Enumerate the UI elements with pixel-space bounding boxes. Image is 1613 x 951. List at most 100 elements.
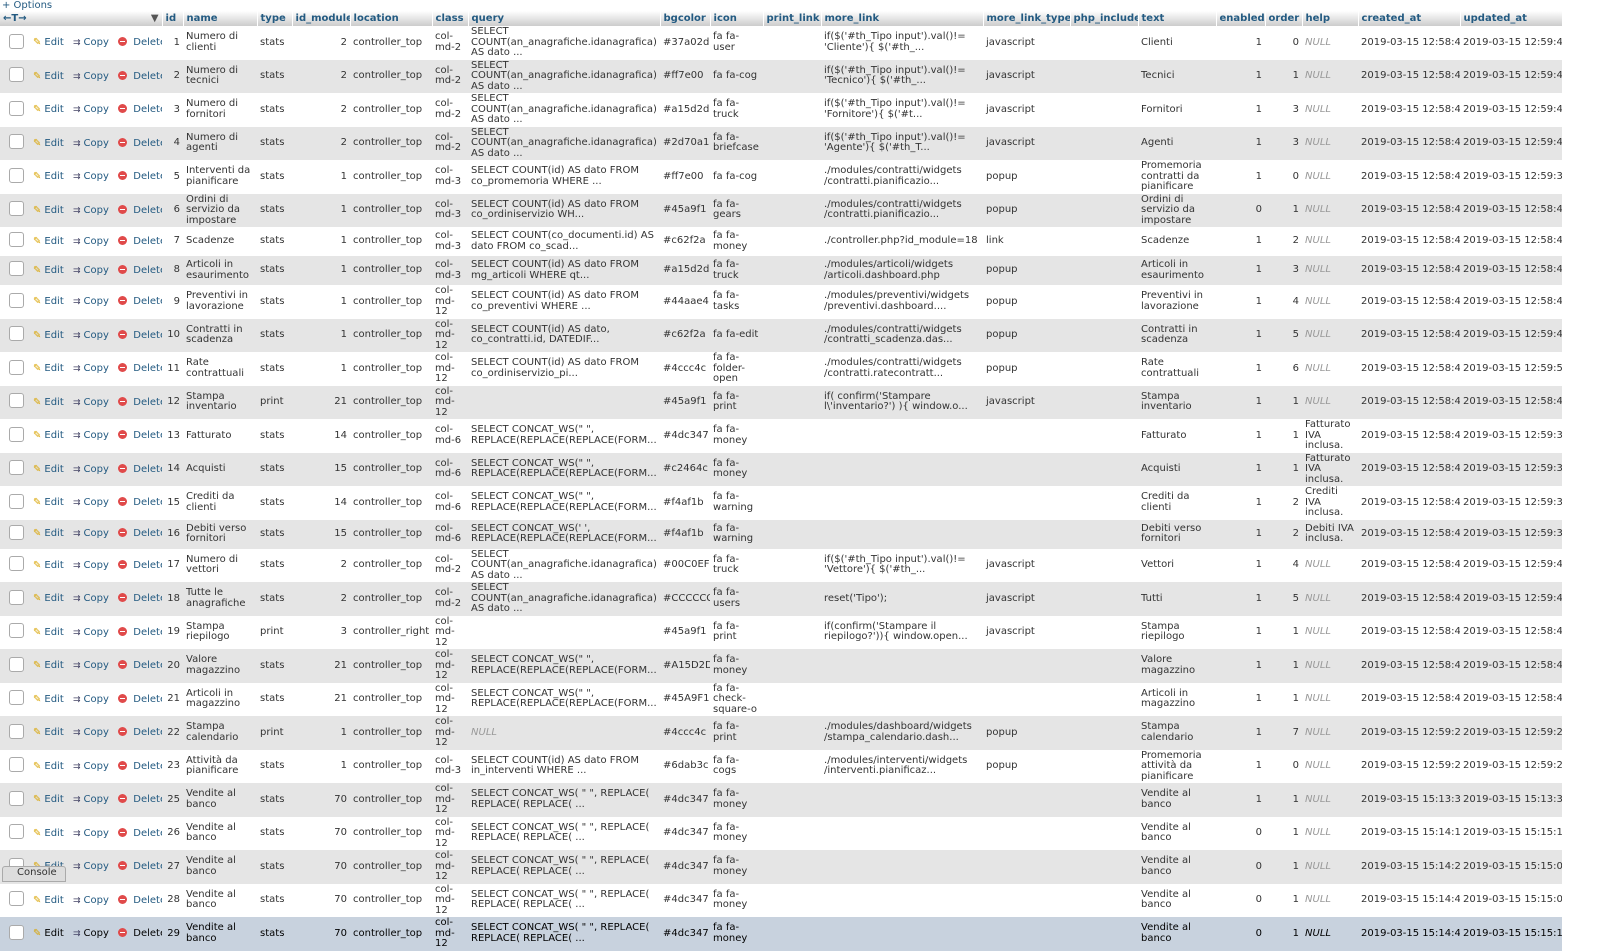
- cell-more-link[interactable]: [821, 682, 984, 716]
- copy-button[interactable]: ⇉ Copy: [73, 236, 112, 247]
- edit-button[interactable]: ✎Edit: [33, 296, 67, 307]
- table-row[interactable]: ✎Edit ⇉Copy Delete19Stampa riepilogoprin…: [0, 615, 1563, 649]
- cell-id[interactable]: 12: [162, 385, 184, 419]
- cell-updated-at[interactable]: 2019-03-15 15:15:04: [1460, 883, 1563, 917]
- cell-id[interactable]: 2: [162, 59, 184, 93]
- cell-bgcolor[interactable]: #f4af1b: [660, 486, 711, 520]
- cell-id[interactable]: 1: [162, 26, 184, 60]
- cell-php-include[interactable]: [1070, 917, 1139, 951]
- cell-location[interactable]: controller_top: [350, 126, 433, 160]
- cell-enabled[interactable]: 1: [1216, 126, 1266, 160]
- cell-php-include[interactable]: [1070, 352, 1139, 386]
- cell-name[interactable]: Articoli in esaurimento: [183, 256, 258, 285]
- cell-created-at[interactable]: 2019-03-15 12:58:48: [1358, 548, 1461, 582]
- cell-icon[interactable]: fa fa-user: [710, 26, 764, 60]
- cell-updated-at[interactable]: 2019-03-15 12:59:30: [1460, 419, 1563, 453]
- cell-more-link[interactable]: [821, 816, 984, 850]
- cell-print-link[interactable]: [763, 126, 822, 160]
- table-row[interactable]: ✎Edit ⇉Copy Delete6Ordini di servizio da…: [0, 193, 1563, 227]
- cell-text[interactable]: Promemoria contratti da pianificare: [1138, 160, 1217, 194]
- cell-id-module[interactable]: 14: [292, 419, 351, 453]
- cell-php-include[interactable]: [1070, 486, 1139, 520]
- cell-type[interactable]: print: [257, 615, 293, 649]
- cell-php-include[interactable]: [1070, 285, 1139, 319]
- cell-php-include[interactable]: [1070, 749, 1139, 783]
- delete-button[interactable]: Delete: [118, 37, 162, 48]
- cell-more-link[interactable]: if(confirm('Stampare il riepilogo?')){ w…: [821, 615, 984, 649]
- row-checkbox[interactable]: [9, 134, 24, 149]
- cell-print-link[interactable]: [763, 419, 822, 453]
- cell-php-include[interactable]: [1070, 419, 1139, 453]
- cell-location[interactable]: controller_top: [350, 682, 433, 716]
- cell-query[interactable]: SELECT CONCAT_WS(' ', REPLACE(REPLACE(RE…: [468, 519, 661, 549]
- cell-created-at[interactable]: 2019-03-15 12:58:48: [1358, 256, 1461, 285]
- cell-more-link[interactable]: ./modules/contratti/widgets /contratti.r…: [821, 352, 984, 386]
- delete-button[interactable]: Delete: [118, 528, 162, 539]
- cell-updated-at[interactable]: 2019-03-15 12:59:30: [1460, 452, 1563, 486]
- row-checkbox[interactable]: [9, 393, 24, 408]
- cell-class[interactable]: col-md-12: [432, 318, 469, 352]
- cell-icon[interactable]: fa fa-users: [710, 582, 764, 616]
- cell-type[interactable]: print: [257, 385, 293, 419]
- cell-type[interactable]: stats: [257, 783, 293, 817]
- cell-query[interactable]: SELECT CONCAT_WS(" ", REPLACE(REPLACE(RE…: [468, 486, 661, 520]
- cell-more-link[interactable]: reset('Tipo');: [821, 582, 984, 616]
- cell-name[interactable]: Vendite al banco: [183, 783, 258, 817]
- cell-type[interactable]: stats: [257, 160, 293, 194]
- table-row[interactable]: ✎Edit ⇉Copy Delete27Vendite al bancostat…: [0, 850, 1563, 884]
- cell-help[interactable]: NULL: [1302, 816, 1359, 850]
- delete-button[interactable]: Delete: [118, 593, 162, 604]
- cell-text[interactable]: Scadenze: [1138, 227, 1217, 256]
- cell-location[interactable]: controller_top: [350, 883, 433, 917]
- cell-created-at[interactable]: 2019-03-15 12:58:48: [1358, 26, 1461, 60]
- cell-text[interactable]: Vendite al banco: [1138, 883, 1217, 917]
- cell-bgcolor[interactable]: #ff7e00: [660, 160, 711, 194]
- cell-created-at[interactable]: 2019-03-15 15:14:49: [1358, 917, 1461, 951]
- cell-text[interactable]: Promemoria attività da pianificare: [1138, 749, 1217, 783]
- cell-name[interactable]: Numero di clienti: [183, 26, 258, 60]
- cell-more-link-type[interactable]: [983, 486, 1071, 520]
- cell-query[interactable]: SELECT CONCAT_WS( " ", REPLACE( REPLACE(…: [468, 917, 661, 951]
- cell-type[interactable]: stats: [257, 649, 293, 683]
- cell-text[interactable]: Tutti: [1138, 582, 1217, 616]
- cell-icon[interactable]: fa fa-briefcase: [710, 126, 764, 160]
- cell-print-link[interactable]: [763, 917, 822, 951]
- delete-button[interactable]: Delete: [118, 861, 162, 872]
- cell-updated-at[interactable]: 2019-03-15 12:59:52: [1460, 352, 1563, 386]
- cell-print-link[interactable]: [763, 256, 822, 285]
- cell-php-include[interactable]: [1070, 883, 1139, 917]
- cell-query[interactable]: SELECT COUNT(an_anagrafiche.idanagrafica…: [468, 548, 661, 582]
- edit-button[interactable]: ✎Edit: [33, 828, 67, 839]
- table-row[interactable]: ✎Edit ⇉Copy Delete9Preventivi in lavoraz…: [0, 285, 1563, 319]
- cell-bgcolor[interactable]: #45a9f1: [660, 193, 711, 227]
- table-row[interactable]: ✎Edit ⇉Copy Delete5Interventi da pianifi…: [0, 160, 1563, 194]
- cell-more-link-type[interactable]: popup: [983, 193, 1071, 227]
- row-checkbox[interactable]: [9, 232, 24, 248]
- copy-button[interactable]: ⇉ Copy: [73, 528, 112, 540]
- cell-more-link-type[interactable]: [983, 682, 1071, 716]
- cell-id[interactable]: 29: [162, 917, 184, 951]
- copy-button[interactable]: ⇉ Copy: [73, 727, 112, 738]
- cell-more-link-type[interactable]: [983, 883, 1071, 917]
- cell-more-link[interactable]: if($('#th_Tipo input').val()!= 'Tecnico'…: [821, 59, 984, 93]
- cell-bgcolor[interactable]: #00C0EF: [660, 548, 711, 582]
- cell-query[interactable]: SELECT CONCAT_WS( " ", REPLACE( REPLACE(…: [468, 783, 661, 817]
- cell-location[interactable]: controller_top: [350, 816, 433, 850]
- row-checkbox[interactable]: [9, 589, 24, 605]
- cell-name[interactable]: Fatturato: [183, 419, 258, 453]
- cell-id-module[interactable]: 70: [292, 917, 351, 951]
- cell-text[interactable]: Stampa inventario: [1138, 385, 1217, 419]
- table-row[interactable]: ✎Edit ⇉Copy Delete29Vendite al bancostat…: [0, 917, 1563, 951]
- cell-updated-at[interactable]: 2019-03-15 12:59:42: [1460, 126, 1563, 160]
- cell-help[interactable]: Fatturato IVA inclusa.: [1302, 452, 1359, 486]
- cell-icon[interactable]: fa fa-folder-open: [710, 352, 764, 386]
- cell-print-link[interactable]: [763, 285, 822, 319]
- cell-id[interactable]: 25: [162, 783, 184, 817]
- cell-more-link-type[interactable]: javascript: [983, 548, 1071, 582]
- column-header-updated-at[interactable]: updated_at: [1460, 11, 1563, 26]
- cell-query[interactable]: SELECT CONCAT_WS( " ", REPLACE( REPLACE(…: [468, 883, 661, 917]
- edit-button[interactable]: ✎Edit: [33, 138, 67, 149]
- cell-query[interactable]: SELECT COUNT(id) AS dato FROM co_prevent…: [468, 285, 661, 319]
- edit-button[interactable]: ✎Edit: [33, 497, 67, 508]
- cell-query[interactable]: SELECT COUNT(id) AS dato FROM in_interve…: [468, 749, 661, 783]
